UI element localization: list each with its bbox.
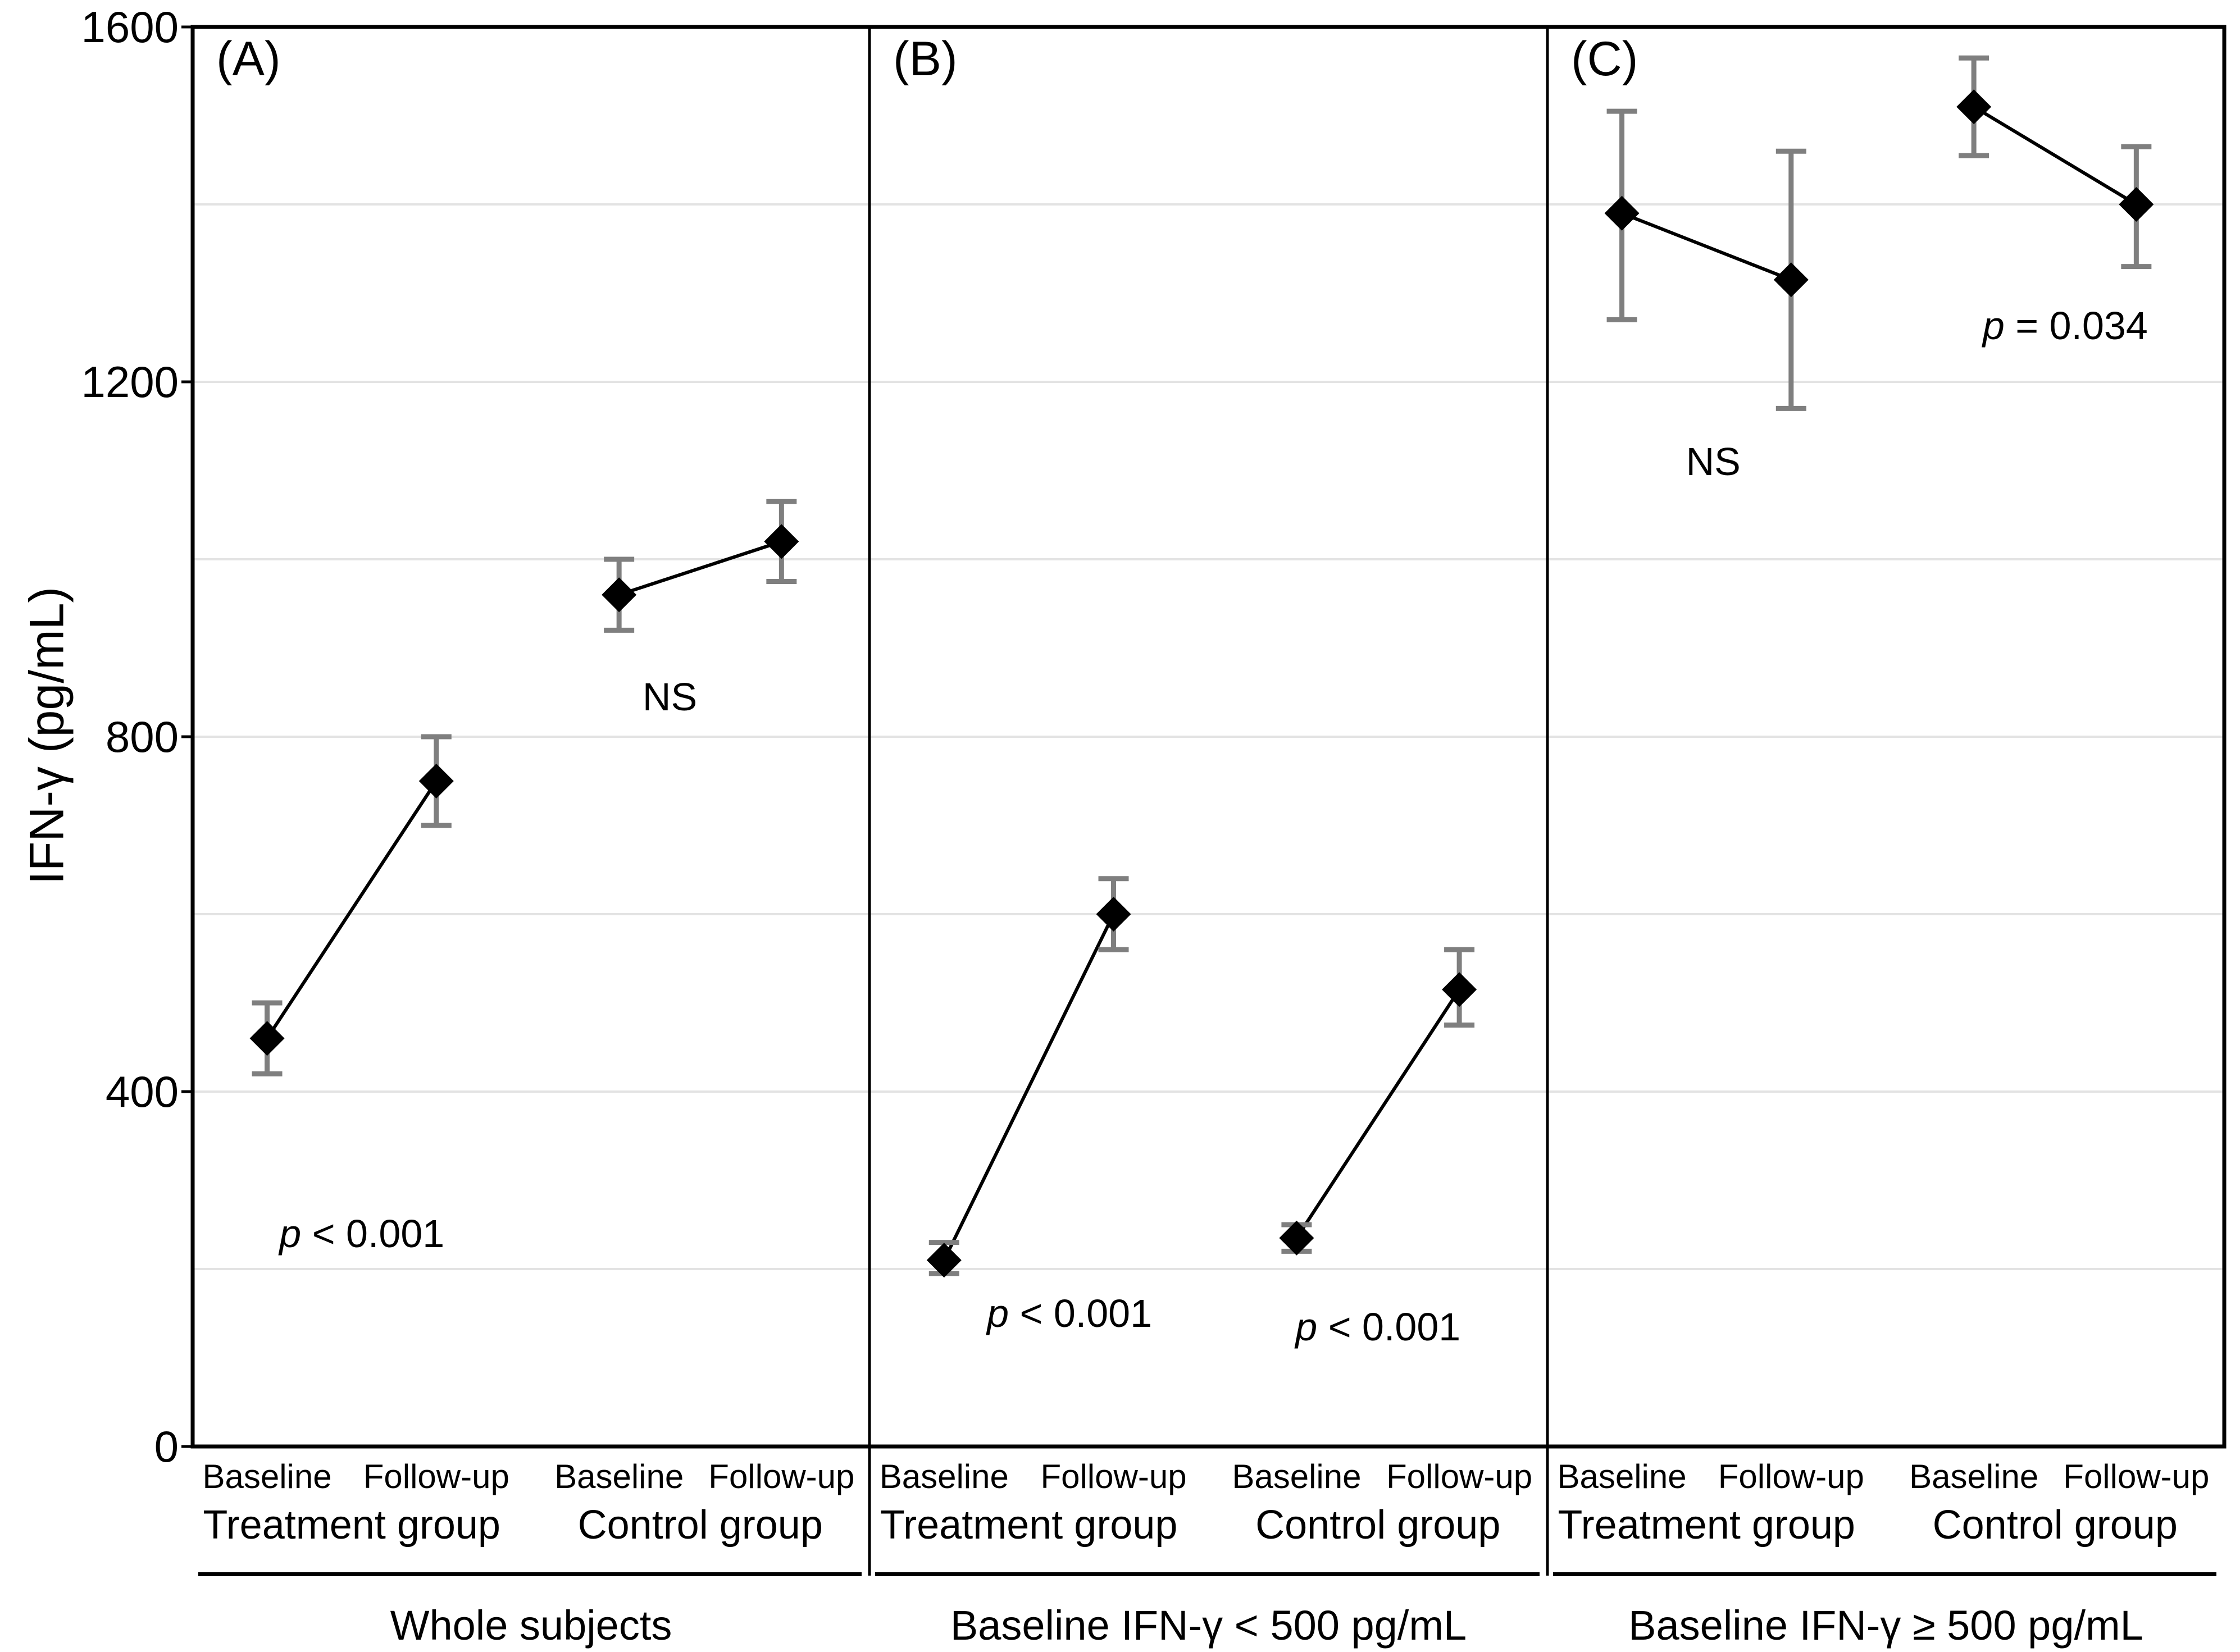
group-label: Control group (1255, 1503, 1501, 1548)
y-tick-label: 400 (105, 1067, 179, 1116)
data-point-diamond (1096, 897, 1131, 932)
trend-line (943, 913, 1116, 1261)
y-tick-label: 0 (154, 1422, 179, 1471)
x-tick-label: Follow-up (708, 1458, 855, 1495)
ns-annotation: NS (642, 674, 698, 719)
plot-border (190, 25, 2227, 1449)
panel-letter: (B) (893, 32, 958, 86)
data-point-diamond (418, 764, 454, 798)
data-point-diamond (249, 1021, 285, 1056)
data-point-diamond (1773, 262, 1809, 298)
p-symbol: p (1982, 304, 2005, 348)
group-underline (875, 1572, 1540, 1576)
panel-subtitle: Baseline IFN-γ < 500 pg/mL (950, 1602, 1467, 1649)
data-point-diamond (1604, 195, 1640, 231)
group-underline (198, 1572, 862, 1576)
panel-letter: (C) (1571, 32, 1638, 86)
group-label: Treatment group (203, 1503, 500, 1548)
p-symbol: p (987, 1292, 1009, 1335)
y-tick-label: 1200 (81, 357, 179, 407)
x-tick-label: Baseline (1557, 1458, 1687, 1495)
panel-subtitle: Whole subjects (390, 1602, 672, 1649)
p-symbol: p (1295, 1304, 1318, 1349)
trend-line (618, 540, 782, 597)
panel-subtitle: Baseline IFN-γ ≥ 500 pg/mL (1628, 1602, 2143, 1649)
p-value-annotation: p < 0.001 (987, 1292, 1153, 1335)
x-tick-label: Follow-up (1386, 1458, 1533, 1495)
p-value-annotation: p < 0.001 (1295, 1304, 1461, 1349)
data-point-diamond (1279, 1220, 1314, 1256)
x-tick-label: Follow-up (1040, 1458, 1187, 1495)
x-tick-label: Baseline (554, 1458, 684, 1495)
data-point-diamond (2119, 187, 2154, 222)
x-tick-label: Follow-up (363, 1458, 509, 1495)
group-label: Treatment group (1558, 1503, 1855, 1548)
data-point-diamond (1442, 972, 1477, 1007)
x-tick-label: Baseline (879, 1458, 1009, 1495)
x-tick-label: Follow-up (1718, 1458, 1864, 1495)
group-label: Treatment group (880, 1503, 1178, 1548)
y-tick-label: 1600 (81, 2, 179, 52)
group-label: Control group (577, 1503, 823, 1548)
x-tick-label: Baseline (1232, 1458, 1362, 1495)
p-value-annotation: p = 0.034 (1982, 304, 2148, 348)
trend-line (1621, 212, 1792, 282)
group-label: Control group (1932, 1503, 2178, 1548)
panel-letter: (A) (216, 32, 281, 86)
p-symbol: p (279, 1211, 302, 1256)
ns-annotation: NS (1686, 440, 1741, 484)
trend-line (1295, 988, 1461, 1239)
x-tick-label: Baseline (202, 1458, 332, 1495)
p-value-annotation: p < 0.001 (279, 1211, 445, 1256)
y-tick-label: 800 (105, 712, 179, 761)
data-point-diamond (764, 524, 799, 559)
x-tick-label: Follow-up (2063, 1458, 2210, 1495)
trend-line (1973, 105, 2137, 206)
x-tick-label: Baseline (1909, 1458, 2039, 1495)
data-point-diamond (926, 1243, 962, 1278)
group-underline (1553, 1572, 2216, 1576)
data-point-diamond (1956, 89, 1992, 125)
data-point-diamond (602, 577, 637, 613)
trend-line (266, 780, 438, 1039)
